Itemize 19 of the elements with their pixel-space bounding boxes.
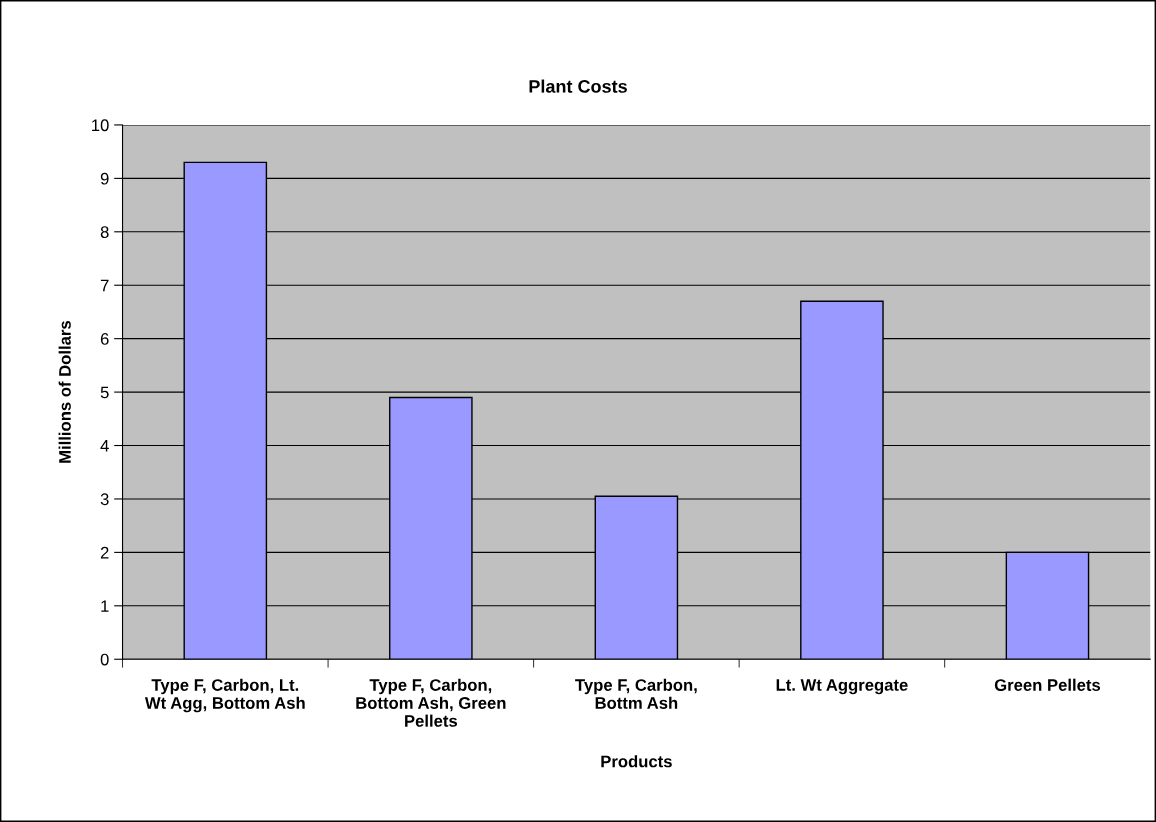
- x-tick-label: Type F, Carbon, Bottom Ash, Green Pellets: [356, 678, 506, 727]
- y-tick-label: 5: [100, 386, 109, 399]
- y-tick-label: 8: [100, 226, 109, 239]
- y-axis-title: Millions of Dollars: [58, 321, 71, 463]
- y-tick-label: 1: [101, 600, 109, 612]
- y-tick-label: 0: [100, 653, 109, 666]
- x-tick-label: Type F, Carbon, Lt. Wt Agg, Bottom Ash: [144, 678, 305, 713]
- chart-title: Plant Costs: [529, 79, 627, 93]
- x-tick-label: Type F, Carbon, Bottm Ash: [575, 678, 697, 709]
- x-axis-title: Products: [601, 755, 672, 768]
- x-tick-label: Green Pellets: [994, 678, 1101, 691]
- y-tick-label: 9: [100, 172, 109, 185]
- y-tick-label: 7: [100, 279, 109, 292]
- x-tick-label: Lt. Wt Aggregate: [776, 679, 908, 695]
- y-tick-label: 6: [100, 333, 109, 345]
- y-tick-label: 2: [100, 546, 109, 559]
- y-tick-label: 10: [92, 119, 109, 132]
- y-tick-label: 3: [100, 493, 109, 506]
- y-tick-label: 4: [100, 440, 109, 452]
